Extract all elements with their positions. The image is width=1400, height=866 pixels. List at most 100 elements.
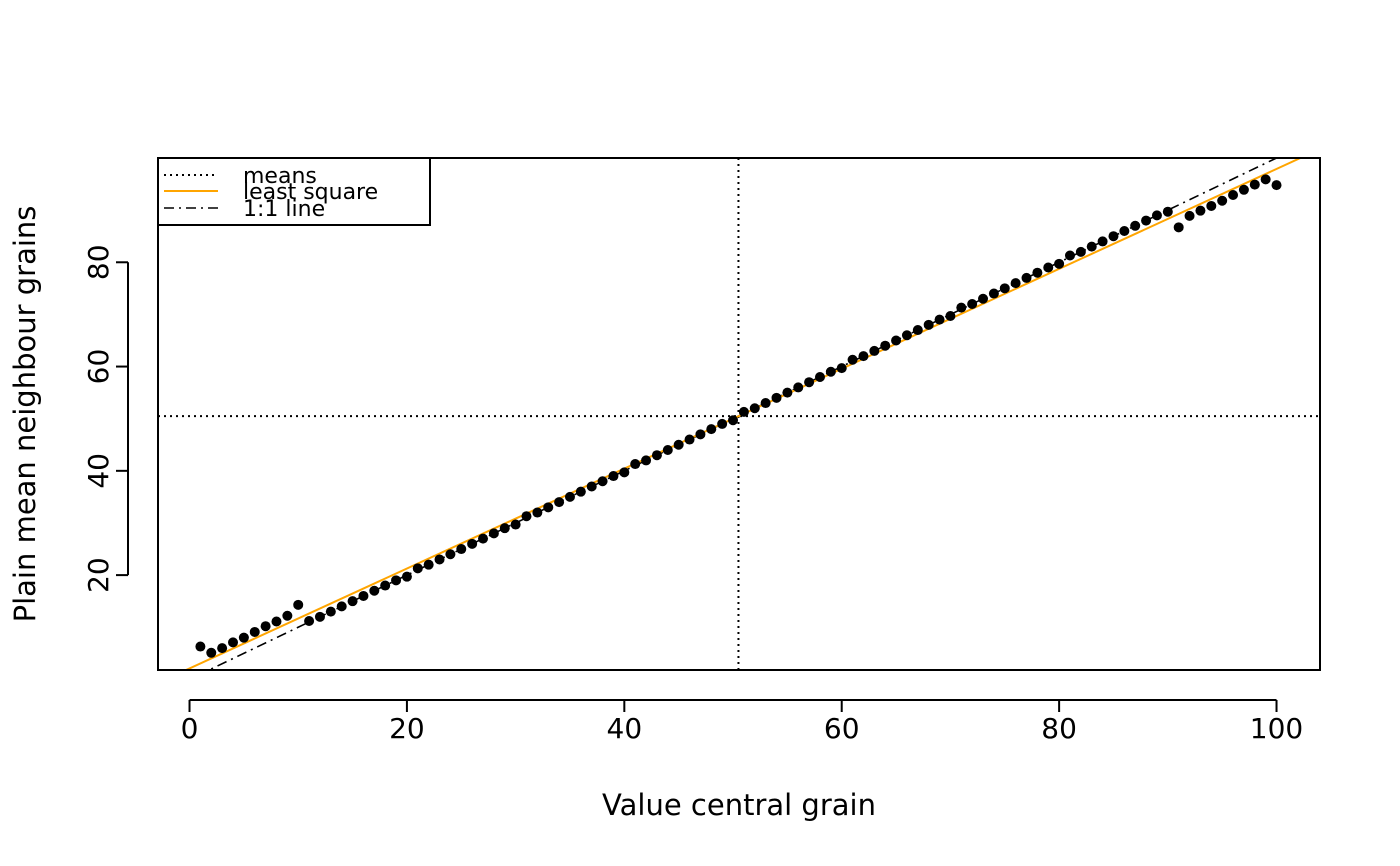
data-point-61 [847, 354, 858, 365]
data-point-51 [738, 406, 749, 417]
data-point-5 [238, 632, 249, 643]
data-point-75 [999, 283, 1010, 294]
data-point-40 [619, 467, 630, 478]
data-point-79 [1043, 262, 1054, 273]
x-tick-label-20: 20 [389, 712, 425, 745]
data-point-76 [1010, 278, 1021, 289]
data-point-58 [814, 371, 825, 382]
data-point-9 [282, 610, 293, 621]
data-point-56 [793, 382, 804, 393]
data-point-65 [891, 335, 902, 346]
data-point-23 [434, 554, 445, 565]
data-point-53 [760, 398, 771, 409]
data-point-55 [782, 387, 793, 398]
data-point-15 [347, 596, 358, 607]
data-point-7 [260, 621, 271, 632]
data-point-26 [467, 538, 478, 549]
data-point-43 [651, 450, 662, 461]
data-point-69 [934, 314, 945, 325]
data-point-60 [836, 363, 847, 374]
data-point-67 [912, 325, 923, 336]
data-point-6 [249, 626, 260, 637]
x-tick-label-0: 0 [181, 712, 199, 745]
x-axis-label: Value central grain [602, 788, 876, 822]
data-point-74 [988, 288, 999, 299]
data-point-38 [597, 476, 608, 487]
data-point-28 [488, 528, 499, 539]
data-point-68 [923, 319, 934, 330]
legend-identity-label: 1:1 line [243, 197, 325, 222]
data-point-48 [706, 424, 717, 435]
data-point-73 [978, 293, 989, 304]
y-tick-label-20: 20 [82, 557, 115, 593]
data-point-13 [325, 606, 336, 617]
data-point-84 [1097, 236, 1108, 247]
data-point-44 [662, 444, 673, 455]
data-point-72 [967, 298, 978, 309]
x-tick-label-100: 100 [1250, 712, 1303, 745]
data-point-87 [1130, 220, 1141, 231]
data-point-82 [1075, 246, 1086, 257]
data-point-8 [271, 616, 282, 627]
data-point-37 [586, 481, 597, 492]
data-point-29 [499, 523, 510, 534]
data-point-27 [478, 533, 489, 544]
data-point-88 [1141, 215, 1152, 226]
legend: means least square 1:1 line [157, 157, 431, 226]
data-point-89 [1151, 210, 1162, 221]
data-point-78 [1032, 267, 1043, 278]
data-point-96 [1228, 190, 1239, 201]
data-points [195, 174, 1282, 658]
x-tick-label-60: 60 [824, 712, 860, 745]
plot-frame [157, 157, 1321, 671]
least-square-line [183, 158, 1303, 670]
data-point-30 [510, 519, 521, 530]
data-point-77 [1021, 272, 1032, 283]
data-point-1 [195, 641, 206, 652]
data-point-94 [1206, 200, 1217, 211]
data-point-93 [1195, 205, 1206, 216]
data-point-2 [206, 647, 217, 658]
data-point-85 [1108, 231, 1119, 242]
y-axis: 20 40 60 80 [82, 244, 129, 593]
data-point-25 [456, 544, 467, 555]
data-point-35 [564, 491, 575, 502]
data-point-57 [804, 377, 815, 388]
data-point-99 [1260, 174, 1271, 185]
data-point-64 [880, 340, 891, 351]
data-point-36 [575, 486, 586, 497]
y-tick-label-80: 80 [82, 244, 115, 280]
data-point-20 [401, 571, 412, 582]
data-point-42 [641, 455, 652, 466]
data-point-21 [412, 563, 423, 574]
data-point-41 [630, 459, 641, 470]
data-point-71 [956, 302, 967, 313]
data-point-45 [673, 439, 684, 450]
data-point-90 [1162, 206, 1173, 217]
y-tick-label-40: 40 [82, 453, 115, 489]
data-point-10 [293, 599, 304, 610]
data-point-3 [217, 643, 228, 654]
data-point-32 [532, 507, 543, 518]
data-point-47 [695, 429, 706, 440]
data-point-92 [1184, 210, 1195, 221]
data-point-17 [369, 585, 380, 596]
data-point-19 [391, 575, 402, 586]
data-point-54 [771, 392, 782, 403]
data-point-33 [543, 502, 554, 513]
data-point-95 [1217, 195, 1228, 206]
data-point-31 [521, 511, 532, 522]
y-axis-label: Plain mean neighbour grains [8, 206, 42, 623]
data-point-91 [1173, 222, 1184, 233]
x-tick-label-40: 40 [607, 712, 643, 745]
data-point-11 [304, 615, 315, 626]
data-point-59 [825, 366, 836, 377]
data-point-66 [901, 330, 912, 341]
data-point-62 [858, 351, 869, 362]
data-point-50 [728, 415, 739, 426]
x-tick-label-80: 80 [1041, 712, 1077, 745]
data-point-18 [380, 580, 391, 591]
data-point-22 [423, 559, 434, 570]
data-point-80 [1054, 258, 1065, 269]
